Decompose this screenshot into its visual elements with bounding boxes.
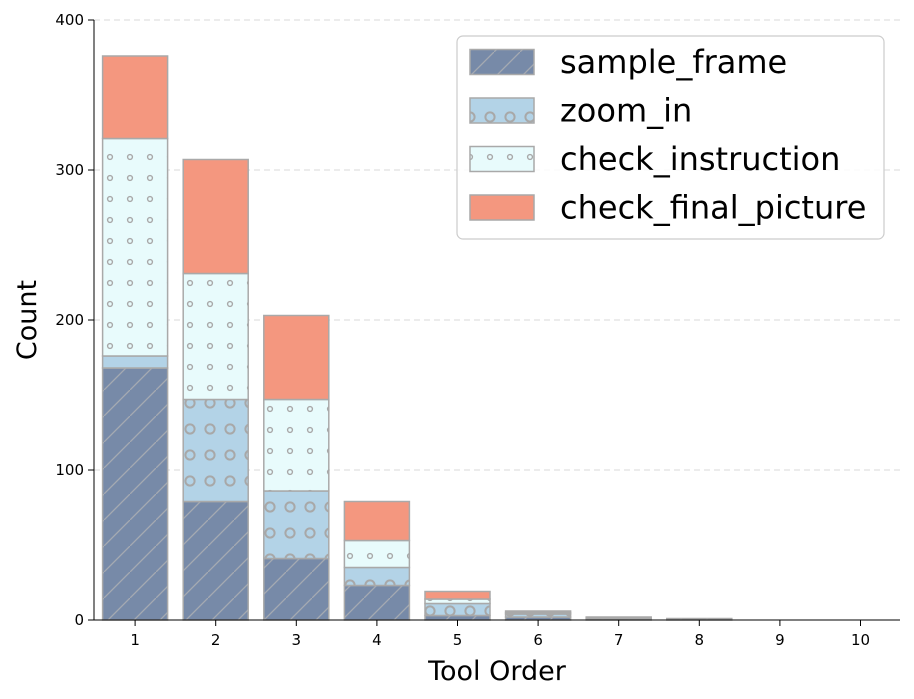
y-tick-label: 400	[55, 11, 84, 29]
bar-segment-zoom-in-hatch	[344, 567, 410, 586]
bar-segment-check-final-picture	[424, 590, 491, 600]
x-tick-label: 5	[453, 631, 463, 649]
y-tick-label: 100	[55, 461, 84, 479]
bar-segment-zoom-in-hatch	[425, 603, 490, 616]
bar-segment-zoom-in-hatch	[586, 617, 652, 619]
x-tick-label: 7	[614, 631, 624, 649]
bar-segment-sample-frame-hatch	[505, 617, 571, 620]
legend-swatch-hatch	[470, 146, 534, 172]
legend-box	[456, 35, 885, 240]
legend-item-check-final-picture: check_final_picture	[469, 189, 866, 227]
bar-segment-check-instruction-hatch	[344, 540, 410, 568]
x-tick-label: 4	[372, 631, 382, 649]
bar-segment-sample-frame-hatch	[666, 618, 732, 620]
bar-segment-check-instruction-hatch	[183, 273, 249, 400]
legend-item-check-instruction: check_instruction	[469, 140, 840, 178]
bar-segment-check-final-picture	[343, 500, 411, 542]
bar-segment-check-final-picture	[101, 55, 169, 140]
legend-swatch-hatch	[470, 98, 534, 123]
bar-segment-check-final-picture	[504, 610, 572, 614]
bar-segment-sample-frame-hatch	[102, 368, 168, 620]
bar-segment-check-final-picture	[263, 314, 330, 401]
legend-label: check_final_picture	[560, 189, 866, 227]
x-tick-label: 3	[292, 631, 302, 649]
legend-item-zoom-in: zoom_in	[469, 92, 692, 130]
x-tick-label: 8	[695, 631, 705, 649]
legend-label: zoom_in	[560, 92, 692, 130]
bar-segment-zoom-in-hatch	[505, 614, 571, 617]
y-tick-label: 200	[55, 311, 84, 329]
bars	[101, 55, 733, 621]
bar-segment-sample-frame-hatch	[263, 558, 329, 620]
x-axis-title: Tool Order	[427, 656, 567, 687]
legend-swatch	[469, 194, 535, 221]
legend: sample_frame zoom_in check_instructionchec…	[456, 35, 885, 240]
bar-segment-check-instruction-hatch	[263, 399, 329, 491]
legend-label: check_instruction	[560, 140, 840, 178]
bar-segment-zoom-in-hatch	[102, 356, 168, 368]
axes: 0 100 200 300 400 1 2 3 4 5 6 7 8 9 10	[55, 11, 900, 649]
x-tick-label: 9	[775, 631, 785, 649]
bar-segment-sample-frame-hatch	[344, 585, 410, 620]
x-tick-label: 10	[851, 631, 870, 649]
bar-segment-zoom-in-hatch	[263, 491, 329, 559]
legend-swatch-hatch	[470, 49, 534, 75]
y-tick-label: 300	[55, 161, 84, 179]
legend-label: sample_frame	[560, 43, 787, 81]
x-tick-label: 1	[130, 631, 140, 649]
legend-item-sample-frame: sample_frame	[469, 43, 787, 81]
bar-segment-sample-frame-hatch	[425, 615, 490, 620]
x-tick-label: 2	[211, 631, 221, 649]
bar-segment-sample-frame-hatch	[183, 501, 249, 620]
y-tick-label: 0	[74, 611, 84, 629]
y-axis-title: Count	[12, 280, 43, 360]
x-tick-label: 6	[533, 631, 543, 649]
bar-segment-check-instruction-hatch	[425, 599, 490, 604]
bar-segment-zoom-in-hatch	[183, 399, 249, 502]
bar-segment-check-final-picture	[182, 158, 249, 275]
bar-segment-check-instruction-hatch	[102, 138, 168, 356]
